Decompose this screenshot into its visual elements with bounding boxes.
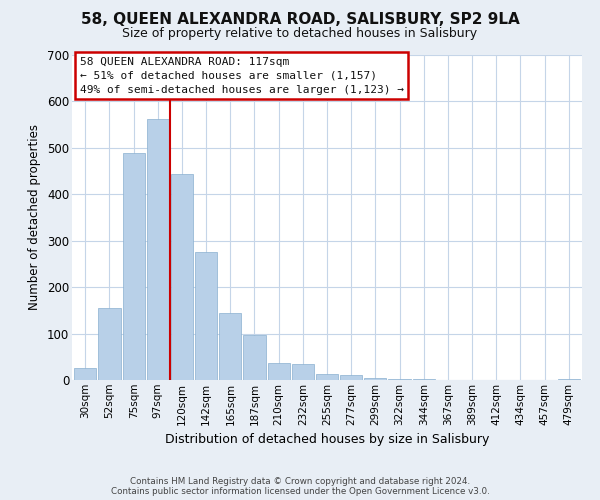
Bar (74, 368, 97, 380)
Bar (268, 363, 290, 380)
Bar (122, 152, 145, 380)
Bar (244, 335, 266, 380)
Bar (316, 374, 338, 380)
Text: 58, QUEEN ALEXANDRA ROAD, SALISBURY, SP2 9LA: 58, QUEEN ALEXANDRA ROAD, SALISBURY, SP2… (80, 12, 520, 28)
Bar (413, 379, 435, 380)
Bar (219, 312, 241, 380)
Bar (364, 378, 386, 380)
Text: Contains HM Land Registry data © Crown copyright and database right 2024.
Contai: Contains HM Land Registry data © Crown c… (110, 476, 490, 496)
Bar (98, 308, 121, 380)
Bar (195, 252, 217, 380)
Bar (388, 378, 410, 380)
Bar (292, 364, 314, 380)
Y-axis label: Number of detached properties: Number of detached properties (28, 124, 41, 310)
Text: 58 QUEEN ALEXANDRA ROAD: 117sqm
← 51% of detached houses are smaller (1,157)
49%: 58 QUEEN ALEXANDRA ROAD: 117sqm ← 51% of… (80, 56, 404, 94)
Text: Size of property relative to detached houses in Salisbury: Size of property relative to detached ho… (122, 28, 478, 40)
Bar (557, 379, 580, 380)
X-axis label: Distribution of detached houses by size in Salisbury: Distribution of detached houses by size … (165, 433, 489, 446)
Bar (340, 376, 362, 380)
Bar (146, 118, 169, 380)
Bar (171, 174, 193, 380)
